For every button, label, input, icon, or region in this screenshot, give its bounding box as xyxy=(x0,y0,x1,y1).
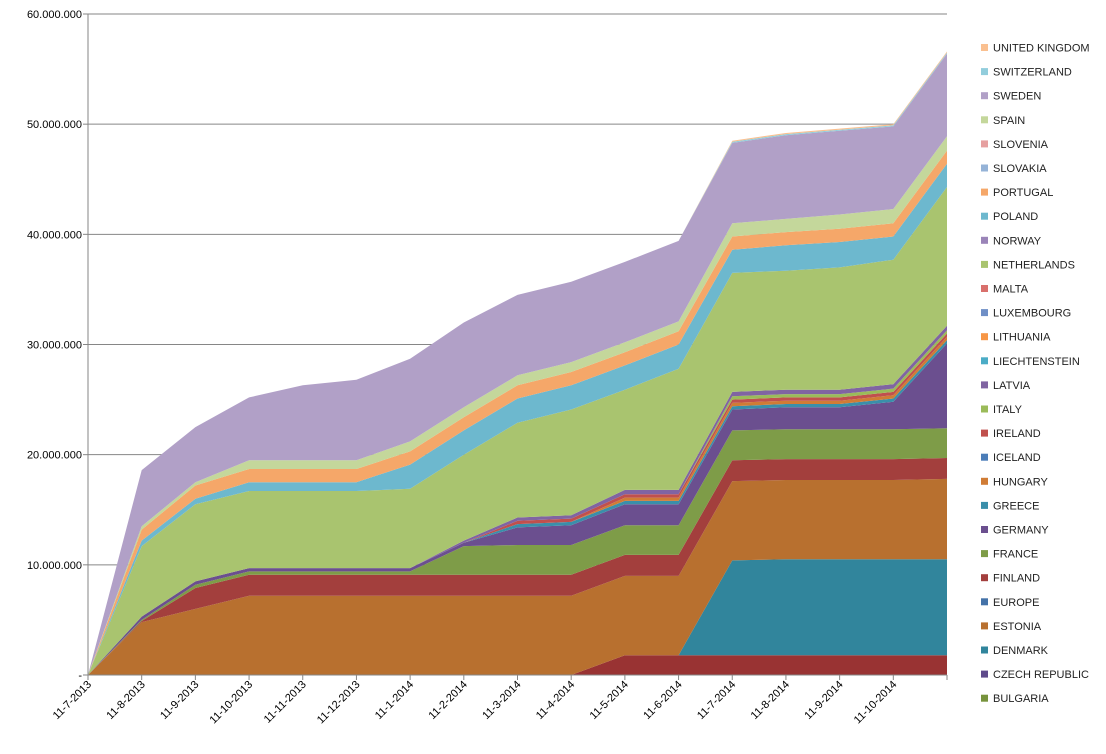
area-series-netherlands-19 xyxy=(88,187,947,675)
legend-label-france: FRANCE xyxy=(993,549,1038,561)
legend-label-ireland: IRELAND xyxy=(993,428,1041,440)
legend-label-finland: FINLAND xyxy=(993,573,1040,585)
legend-swatch-united-kingdom xyxy=(981,44,988,51)
legend-label-luxembourg: LUXEMBOURG xyxy=(993,308,1071,320)
legend-swatch-greece xyxy=(981,501,988,509)
legend-swatch-switzerland xyxy=(981,68,988,76)
y-tick-label: 50.000.000 xyxy=(27,119,82,131)
axes xyxy=(83,13,948,680)
legend-swatch-latvia xyxy=(981,381,988,389)
legend-swatch-slovenia xyxy=(981,140,988,148)
legend-swatch-italy xyxy=(981,405,988,413)
legend-swatch-liechtenstein xyxy=(981,357,988,365)
legend-swatch-poland xyxy=(981,212,988,220)
legend-label-portugal: PORTUGAL xyxy=(993,187,1053,199)
legend-label-slovenia: SLOVENIA xyxy=(993,139,1049,151)
legend-label-czech-republic: CZECH REPUBLIC xyxy=(993,669,1089,681)
legend-swatch-ireland xyxy=(981,429,988,437)
area-series-group xyxy=(88,51,947,676)
area-series-france-7 xyxy=(88,428,947,675)
legend-label-italy: ITALY xyxy=(993,404,1023,416)
legend-swatch-czech-republic xyxy=(981,670,988,678)
legend-label-greece: GREECE xyxy=(993,500,1039,512)
legend-swatch-sweden xyxy=(981,92,988,100)
legend-label-poland: POLAND xyxy=(993,211,1038,223)
area-series-finland-6 xyxy=(88,458,947,675)
legend-label-norway: NORWAY xyxy=(993,235,1042,247)
y-tick-label: 30.000.000 xyxy=(27,340,82,352)
legend-label-liechtenstein: LIECHTENSTEIN xyxy=(993,356,1080,368)
y-tick-label: 10.000.000 xyxy=(27,560,82,572)
area-series-poland-21 xyxy=(88,163,947,676)
legend-swatch-estonia xyxy=(981,622,988,630)
legend-swatch-slovakia xyxy=(981,164,988,172)
legend-swatch-bulgaria xyxy=(981,694,988,702)
legend-label-bulgaria: BULGARIA xyxy=(993,693,1049,705)
legend-swatch-hungary xyxy=(981,477,988,485)
legend-label-sweden: SWEDEN xyxy=(993,91,1041,103)
y-tick-label: 60.000.000 xyxy=(27,9,82,21)
legend-label-germany: GERMANY xyxy=(993,525,1049,537)
area-series-sweden-26 xyxy=(88,53,947,675)
legend-swatch-luxembourg xyxy=(981,309,988,317)
legend-label-united-kingdom: UNITED KINGDOM xyxy=(993,43,1090,55)
legend-label-europe: EUROPE xyxy=(993,597,1039,609)
y-tick-labels: - 10.000.000 20.000.000 30.000.000 40.000.00… xyxy=(27,9,82,682)
legend: UNITED KINGDOM SWITZERLAND SWEDEN SPAIN SLOV… xyxy=(981,43,1090,705)
y-tick-label: - xyxy=(78,670,82,682)
y-tick-label: 40.000.000 xyxy=(27,229,82,241)
area-series-denmark-2 xyxy=(88,655,947,675)
legend-swatch-denmark xyxy=(981,646,988,654)
legend-label-iceland: ICELAND xyxy=(993,452,1041,464)
legend-swatch-europe xyxy=(981,598,988,606)
legend-swatch-france xyxy=(981,550,988,558)
y-tick-label: 20.000.000 xyxy=(27,450,82,462)
area-series-germany-8 xyxy=(88,343,947,675)
legend-label-estonia: ESTONIA xyxy=(993,621,1042,633)
legend-label-netherlands: NETHERLANDS xyxy=(993,259,1075,271)
legend-label-denmark: DENMARK xyxy=(993,645,1049,657)
legend-swatch-portugal xyxy=(981,188,988,196)
legend-swatch-lithuania xyxy=(981,333,988,341)
legend-label-switzerland: SWITZERLAND xyxy=(993,67,1072,79)
legend-label-slovakia: SLOVAKIA xyxy=(993,163,1047,175)
legend-label-latvia: LATVIA xyxy=(993,380,1031,392)
area-series-denmark-3 xyxy=(88,559,947,675)
legend-label-hungary: HUNGARY xyxy=(993,476,1048,488)
legend-swatch-iceland xyxy=(981,453,988,461)
legend-label-lithuania: LITHUANIA xyxy=(993,332,1051,344)
legend-label-spain: SPAIN xyxy=(993,115,1025,127)
legend-swatch-germany xyxy=(981,526,988,533)
legend-swatch-malta xyxy=(981,285,988,292)
legend-swatch-finland xyxy=(981,574,988,582)
legend-label-malta: MALTA xyxy=(993,284,1029,296)
legend-swatch-norway xyxy=(981,236,988,244)
legend-swatch-spain xyxy=(981,116,988,124)
area-series-estonia-4 xyxy=(88,478,947,675)
legend-swatch-netherlands xyxy=(981,260,988,268)
